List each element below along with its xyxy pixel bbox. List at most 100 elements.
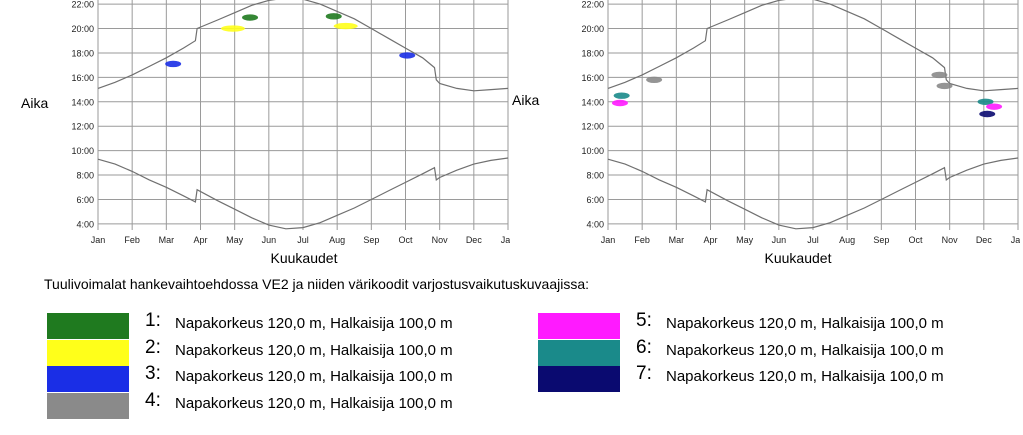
x-tick-label: Jul (807, 235, 819, 245)
x-tick-label: Jan (601, 235, 616, 245)
x-tick-label: Sep (873, 235, 889, 245)
y-tick-label: 16:00 (71, 73, 94, 83)
shadow-mark-turbine-4 (646, 76, 663, 84)
x-tick-label: Nov (942, 235, 959, 245)
legend-number: 4: (145, 390, 161, 411)
y-tick-label: 18:00 (581, 48, 604, 58)
x-tick-label: Mar (159, 235, 175, 245)
shadow-mark-turbine-5 (611, 99, 628, 107)
shadow-chart-right: 4:00 6:00 8:00 10:00 12:00 14:00 16:00 18:00 20:… (581, 0, 1020, 245)
x-tick-label: Feb (634, 235, 650, 245)
y-tick-label: 18:00 (71, 48, 94, 58)
legend-swatch (47, 313, 129, 339)
x-tick-label: Dec (466, 235, 483, 245)
x-tick-label: Jun (262, 235, 277, 245)
legend-text: Napakorkeus 120,0 m, Halkaisija 100,0 m (666, 342, 944, 359)
y-tick-label: 16:00 (581, 73, 604, 83)
y-ticks-left: 4:00 6:00 8:00 10:00 12:00 14:00 16:00 18:00 20:… (71, 0, 94, 229)
legend-number: 7: (636, 363, 652, 384)
x-tick-label: Nov (432, 235, 449, 245)
y-ticks-right: 4:00 6:00 8:00 10:00 12:00 14:00 16:00 18:00 20:… (581, 0, 604, 229)
legend-text: Napakorkeus 120,0 m, Halkaisija 100,0 m (175, 395, 453, 412)
x-tick-label: Mar (669, 235, 685, 245)
x-tick-label: Feb (124, 235, 140, 245)
shadow-mark-turbine-5 (986, 103, 1003, 110)
x-tick-label: Apr (703, 235, 717, 245)
y-tick-label: 8:00 (76, 171, 94, 181)
x-ticks-left: Jan Feb Mar Apr May Jun Jul Aug Sep Oct Nov Dec Jan (91, 235, 510, 245)
y-tick-label: 4:00 (76, 219, 94, 229)
y-tick-label: 14:00 (581, 97, 604, 107)
shadow-mark-turbine-6 (613, 92, 630, 99)
y-tick-label: 10:00 (581, 146, 604, 156)
legend-number: 5: (636, 310, 652, 331)
legend-number: 2: (145, 337, 161, 358)
y-tick-label: 22:00 (581, 0, 604, 10)
shadow-mark-turbine-1 (325, 13, 342, 20)
legend-number: 6: (636, 337, 652, 358)
sunrise-curve (607, 157, 1019, 230)
legend-text: Napakorkeus 120,0 m, Halkaisija 100,0 m (666, 368, 944, 385)
y-tick-label: 22:00 (71, 0, 94, 10)
legend-text: Napakorkeus 120,0 m, Halkaisija 100,0 m (175, 368, 453, 385)
x-tick-label: Oct (398, 235, 413, 245)
y-tick-label: 4:00 (586, 219, 604, 229)
legend-swatch (47, 340, 129, 366)
x-tick-label: May (736, 235, 754, 245)
shadow-mark-turbine-3 (165, 60, 182, 68)
x-axis-label-left: Kuukaudet (270, 250, 338, 266)
legend-swatch (538, 366, 620, 392)
sunset-curve (607, 0, 1019, 92)
x-ticks-right: Jan Feb Mar Apr May Jun Jul Aug Sep Oct Nov Dec Jan (601, 235, 1020, 245)
shadow-marks-left (165, 13, 416, 68)
x-tick-label: Jan (1011, 235, 1020, 245)
sunrise-curve (97, 157, 509, 230)
y-axis-label-right: Aika (512, 92, 540, 108)
x-tick-label: Dec (976, 235, 993, 245)
legend-caption: Tuulivoimalat hankevaihtoehdossa VE2 ja … (44, 276, 590, 292)
x-tick-label: Aug (329, 235, 345, 245)
x-tick-label: Aug (839, 235, 855, 245)
legend-swatch (47, 393, 129, 419)
y-tick-label: 20:00 (71, 24, 94, 34)
y-tick-label: 14:00 (71, 97, 94, 107)
shadow-marks-right (611, 71, 1003, 118)
sunset-curve (97, 0, 509, 92)
x-tick-label: Jan (501, 235, 510, 245)
shadow-chart-left: 4:00 6:00 8:00 10:00 12:00 14:00 16:00 18:00 20:… (71, 0, 510, 245)
x-tick-label: Jun (772, 235, 787, 245)
x-tick-label: Apr (193, 235, 207, 245)
shadow-mark-turbine-4 (936, 82, 953, 90)
x-axis-label-right: Kuukaudet (764, 250, 832, 266)
shadow-mark-turbine-4 (931, 71, 948, 79)
shadow-mark-turbine-3 (399, 52, 416, 59)
legend-text: Napakorkeus 120,0 m, Halkaisija 100,0 m (666, 315, 944, 332)
x-tick-label: Sep (363, 235, 379, 245)
x-tick-label: Jan (91, 235, 106, 245)
grid-right (607, 0, 1019, 230)
shadow-mark-turbine-2 (220, 25, 245, 32)
y-tick-label: 6:00 (76, 195, 94, 205)
y-tick-label: 6:00 (586, 195, 604, 205)
shadow-mark-turbine-6 (977, 98, 994, 105)
shadow-mark-turbine-1 (242, 14, 259, 21)
legend-swatch (538, 340, 620, 366)
legend-number: 3: (145, 363, 161, 384)
shadow-mark-turbine-7 (979, 110, 996, 118)
y-axis-label-left: Aika (21, 95, 49, 111)
y-tick-label: 12:00 (581, 122, 604, 132)
legend-swatch (538, 313, 620, 339)
x-tick-label: Oct (908, 235, 923, 245)
x-tick-label: May (226, 235, 244, 245)
x-tick-label: Jul (297, 235, 309, 245)
y-tick-label: 10:00 (71, 146, 94, 156)
legend-text: Napakorkeus 120,0 m, Halkaisija 100,0 m (175, 315, 453, 332)
y-tick-label: 8:00 (586, 171, 604, 181)
legend-text: Napakorkeus 120,0 m, Halkaisija 100,0 m (175, 342, 453, 359)
shadow-mark-turbine-2 (333, 22, 358, 30)
y-tick-label: 12:00 (71, 122, 94, 132)
legend-number: 1: (145, 310, 161, 331)
legend-swatch (47, 366, 129, 392)
grid-left (97, 0, 509, 230)
y-tick-label: 20:00 (581, 24, 604, 34)
